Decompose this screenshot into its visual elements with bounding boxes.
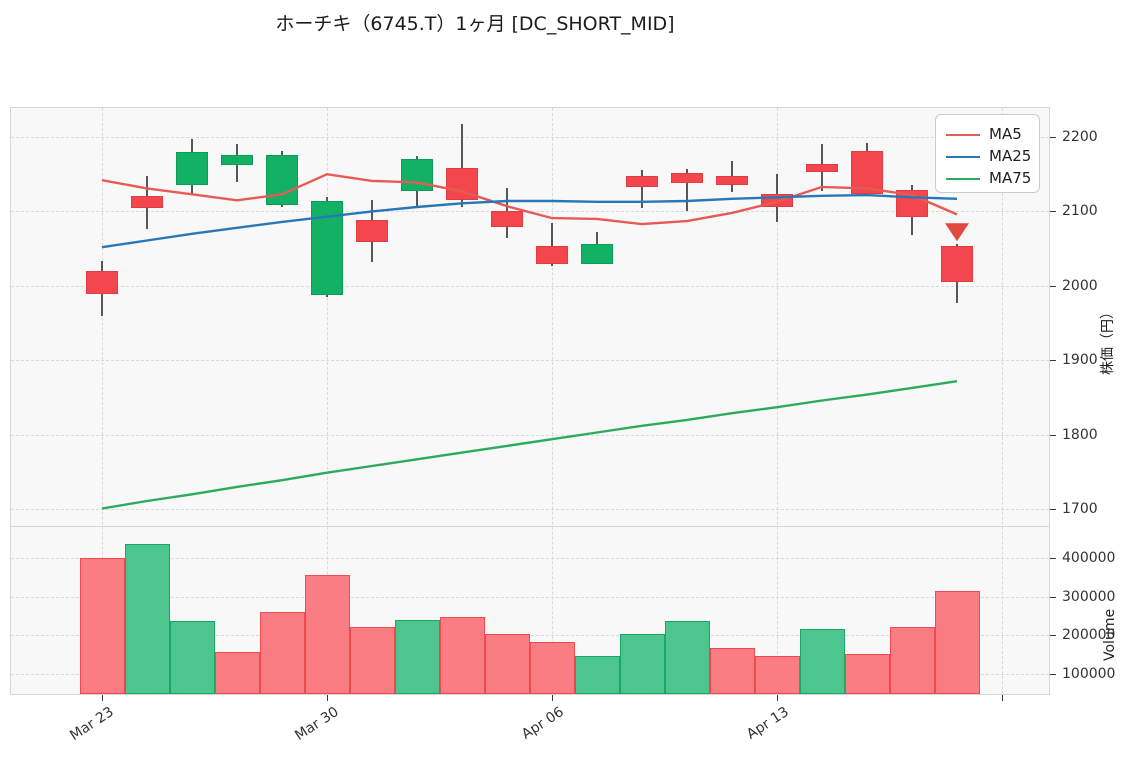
candle-body — [491, 210, 523, 228]
candle-body — [266, 154, 298, 205]
x-tick-mark — [552, 695, 553, 701]
x-tick-label: Mar 30 — [292, 704, 342, 744]
legend-item-ma5: MA5 — [946, 124, 1039, 145]
price-tick-label: 2100 — [1062, 203, 1098, 220]
volume-bar — [259, 611, 305, 694]
price-tick-label: 1700 — [1062, 501, 1098, 518]
price-gridline — [11, 360, 1049, 362]
candle-body — [131, 195, 163, 208]
volume-tick-label: 100000 — [1062, 666, 1116, 682]
volume-tick-label: 200000 — [1062, 627, 1116, 644]
legend: MA5 MA25 MA75 — [935, 114, 1040, 193]
volume-bar — [169, 621, 215, 694]
legend-label-ma75: MA75 — [989, 169, 1032, 187]
volume-bar — [214, 652, 260, 694]
candle-body — [176, 151, 208, 186]
legend-item-ma75: MA75 — [946, 168, 1039, 189]
volume-bar — [934, 591, 980, 694]
chart-title: ホーチキ（6745.T）1ヶ月 [DC_SHORT_MID] — [275, 13, 675, 35]
candle-wick — [461, 124, 463, 207]
candle-body — [851, 151, 883, 195]
volume-bar — [439, 616, 485, 694]
volume-bar — [574, 656, 620, 694]
x-tick-mark — [102, 695, 103, 701]
candle-body — [626, 175, 658, 187]
ma25-line-swatch — [946, 155, 980, 158]
candle-body — [86, 270, 118, 295]
x-tick-label: Mar 23 — [67, 704, 117, 744]
price-tick-label: 1900 — [1062, 352, 1098, 369]
volume-tick-label: 400000 — [1062, 550, 1116, 567]
candle-body — [896, 189, 928, 218]
volume-bar — [754, 656, 800, 694]
ma5-line-swatch — [946, 133, 980, 136]
volume-bar — [349, 626, 395, 694]
date-gridline — [552, 108, 553, 694]
price-tick-mark — [1050, 360, 1056, 362]
price-tick-label: 1800 — [1062, 426, 1098, 443]
volume-bar — [664, 621, 710, 694]
candle-body — [446, 168, 478, 201]
x-tick-mark — [327, 695, 328, 701]
price-gridline — [11, 211, 1049, 213]
price-gridline — [11, 285, 1049, 287]
price-tick-mark — [1050, 285, 1056, 287]
candle-body — [806, 163, 838, 172]
candle-body — [581, 244, 613, 264]
volume-bar — [394, 620, 440, 694]
ma75-line-swatch — [946, 177, 980, 180]
volume-axis-title: Volume — [1102, 608, 1118, 661]
volume-bar — [529, 641, 575, 694]
volume-bar — [709, 647, 755, 694]
x-tick-mark — [1002, 695, 1003, 701]
price-gridline — [11, 137, 1049, 138]
volume-bar — [844, 653, 890, 694]
volume-tick-mark — [1050, 635, 1056, 637]
price-tick-mark — [1050, 211, 1056, 213]
candle-body — [671, 172, 703, 184]
candle-body — [221, 154, 253, 166]
volume-bar — [619, 634, 665, 694]
price-tick-label: 2200 — [1062, 129, 1098, 145]
volume-tick-label: 300000 — [1062, 588, 1116, 605]
candle-body — [536, 246, 568, 264]
candle-body — [716, 175, 748, 185]
volume-bar — [124, 544, 170, 694]
volume-gridline — [11, 558, 1049, 560]
volume-gridline — [11, 635, 1049, 637]
volume-bar — [304, 575, 350, 694]
volume-bar — [79, 557, 125, 694]
volume-bar — [484, 634, 530, 694]
legend-label-ma5: MA5 — [989, 125, 1022, 143]
volume-tick-mark — [1050, 674, 1056, 675]
volume-tick-mark — [1050, 596, 1056, 598]
volume-bar — [889, 626, 935, 694]
candle-body — [401, 159, 433, 192]
price-panel — [10, 107, 1050, 527]
price-tick-mark — [1050, 434, 1056, 436]
price-tick-mark — [1050, 137, 1056, 138]
x-tick-mark — [777, 695, 778, 701]
volume-tick-mark — [1050, 558, 1056, 560]
price-gridline — [11, 434, 1049, 436]
price-gridline — [11, 509, 1049, 511]
candle-body — [311, 201, 343, 295]
date-gridline — [1002, 108, 1003, 694]
price-tick-mark — [1050, 509, 1056, 511]
price-tick-label: 2000 — [1062, 277, 1098, 294]
candle-body — [761, 194, 793, 207]
x-tick-label: Apr 13 — [744, 704, 792, 743]
price-axis-title: 株価（円） — [1100, 305, 1116, 375]
legend-label-ma25: MA25 — [989, 147, 1032, 165]
candle-body — [941, 245, 973, 283]
x-tick-label: Apr 06 — [519, 704, 567, 743]
volume-gridline — [11, 596, 1049, 598]
candle-body — [356, 219, 388, 242]
volume-bar — [799, 629, 845, 694]
legend-item-ma25: MA25 — [946, 146, 1039, 167]
